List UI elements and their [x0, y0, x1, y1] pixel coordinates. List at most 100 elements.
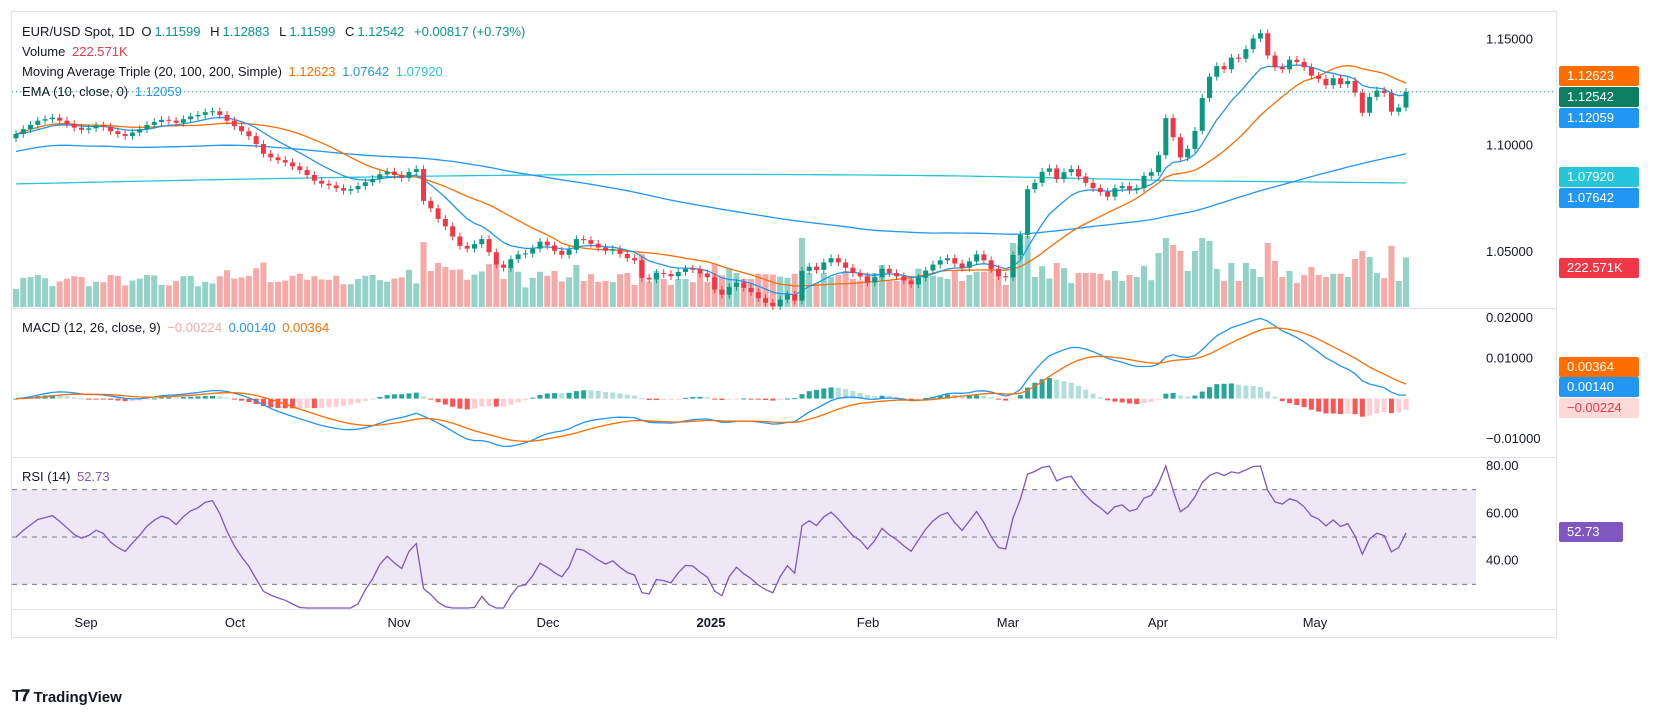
candle-body	[1177, 137, 1183, 158]
macd-hist-bar	[624, 394, 630, 399]
volume-bar	[1279, 277, 1286, 307]
volume-bar	[1206, 241, 1213, 307]
volume-bar	[129, 280, 136, 307]
volume-bar	[864, 273, 871, 307]
volume-bar	[435, 263, 442, 307]
candle-body	[435, 208, 441, 219]
volume-bar	[1191, 251, 1198, 307]
ma200-line	[15, 173, 1406, 185]
macd-hist-bar	[1243, 385, 1249, 399]
macd-hist-bar	[1207, 387, 1213, 399]
candle-body	[1388, 93, 1394, 112]
volume-bar	[587, 274, 594, 307]
macd-hist-bar	[100, 398, 106, 400]
candle-body	[530, 248, 536, 254]
macd-hist-bar	[49, 395, 55, 399]
macd-hist-bar	[137, 398, 143, 401]
macd-hist-bar	[886, 396, 892, 399]
macd-hist-bar	[355, 398, 361, 403]
macd-hist-bar	[988, 397, 994, 399]
volume-bar	[1141, 265, 1148, 307]
macd-hist-bar	[471, 398, 477, 409]
candle-body	[297, 166, 303, 171]
volume-bar	[1264, 243, 1271, 307]
candle-body	[1338, 78, 1344, 85]
macd-hist-bar	[610, 392, 616, 399]
candle-body	[981, 254, 987, 261]
macd-hist-bar	[1279, 398, 1285, 402]
volume-bar	[573, 265, 580, 307]
volume-bar	[959, 281, 966, 307]
volume-bar	[384, 281, 391, 307]
volume-bar	[857, 280, 864, 307]
candle-body	[399, 174, 405, 178]
volume-bar	[879, 265, 886, 307]
volume-bar	[769, 274, 776, 307]
volume-bar	[202, 281, 209, 307]
candle-body	[290, 162, 296, 167]
candle-body	[450, 226, 456, 237]
volume-bar	[1024, 236, 1031, 307]
macd-hist-bar	[1025, 387, 1031, 399]
volume-bar	[333, 275, 340, 307]
candle-body	[180, 119, 186, 123]
volume-bar	[289, 275, 296, 307]
tradingview-logo[interactable]: T𝟕 TradingView	[12, 688, 122, 706]
candle-body	[428, 200, 434, 209]
candle-body	[559, 250, 565, 255]
macd-hist-value: −0.00224	[167, 320, 222, 335]
candle-body	[144, 124, 150, 130]
volume-bar	[777, 276, 784, 307]
volume-bar	[165, 285, 172, 307]
volume-bar	[1337, 273, 1344, 307]
x-axis-label: Nov	[387, 615, 411, 630]
x-axis-label: Oct	[225, 615, 246, 630]
candle-body	[1294, 59, 1300, 62]
price-change: +0.00817 (+0.73%)	[414, 24, 526, 39]
macd-hist-bar	[421, 396, 427, 399]
candle-body	[617, 249, 623, 254]
macd-hist-bar	[78, 398, 84, 400]
volume-bar	[420, 242, 427, 307]
candle-body	[370, 179, 376, 183]
macd-signal-line	[15, 327, 1407, 443]
candle-body	[1170, 118, 1176, 138]
volume-bar	[173, 281, 180, 307]
volume-bar	[704, 281, 711, 307]
macd-hist-bar	[1177, 395, 1183, 399]
volume-bar	[1322, 277, 1329, 307]
volume-bar	[13, 289, 19, 307]
volume-value: 222.571K	[72, 44, 128, 59]
volume-bar	[806, 273, 813, 307]
volume-bar	[529, 277, 536, 307]
macd-hist-bar	[282, 398, 288, 409]
macd-hist-bar	[406, 393, 412, 399]
macd-hist-bar	[1017, 395, 1023, 399]
macd-hist-bar	[901, 397, 907, 399]
candle-body	[49, 117, 55, 120]
macd-hist-bar	[1054, 379, 1060, 399]
volume-bar	[464, 279, 471, 307]
volume-bar	[304, 279, 311, 307]
macd-hist-bar	[319, 398, 325, 408]
volume-bar	[1097, 273, 1104, 307]
volume-bar	[318, 279, 325, 307]
volume-bar	[49, 286, 56, 307]
volume-bar	[325, 279, 332, 307]
volume-bar	[216, 276, 223, 307]
volume-bar	[1381, 278, 1388, 307]
candle-body	[821, 262, 827, 270]
candle-body	[1126, 186, 1132, 191]
candle-body	[777, 299, 783, 307]
macd-hist-bar	[501, 398, 507, 407]
macd-hist-bar	[581, 390, 587, 399]
volume-bar	[1235, 281, 1242, 307]
macd-line-badge: 0.00140	[1559, 377, 1639, 397]
macd-hist-bar	[268, 398, 274, 408]
macd-hist-bar	[217, 396, 223, 399]
macd-hist-bar	[333, 398, 339, 407]
volume-bar	[1366, 257, 1373, 307]
candle-body	[42, 119, 48, 121]
candle-body	[1003, 276, 1009, 278]
